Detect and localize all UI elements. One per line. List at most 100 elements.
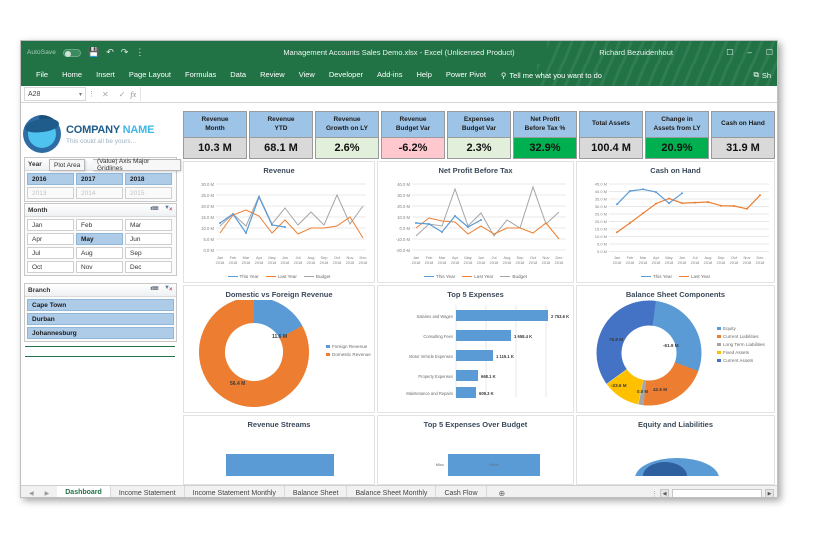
- scroll-grip-icon[interactable]: ⋮: [651, 490, 658, 498]
- slicer-item-cape-town[interactable]: Cape Town: [27, 299, 174, 311]
- ribbon-tab-data[interactable]: Data: [230, 70, 247, 79]
- slicer-item-jul[interactable]: Jul: [27, 247, 74, 259]
- next-sheet-icon[interactable]: ▶: [44, 491, 50, 497]
- slicer-item-2017[interactable]: 2017: [76, 173, 123, 185]
- slicer-item-feb[interactable]: Feb: [76, 219, 123, 231]
- slicer-item-2016[interactable]: 2016: [27, 173, 74, 185]
- minimize-icon[interactable]: –: [747, 48, 752, 57]
- chart-domestic-vs-foreign-revenue[interactable]: Domestic vs Foreign Revenue 11.6 M 56.4 …: [183, 285, 375, 413]
- chart-cash-on-hand[interactable]: Cash on Hand: [576, 161, 775, 283]
- ribbon-tab-home[interactable]: Home: [62, 70, 83, 79]
- formula-input[interactable]: [140, 87, 777, 101]
- ribbon-tab-view[interactable]: View: [298, 70, 315, 79]
- sheet-tab-dashboard[interactable]: Dashboard: [57, 486, 111, 497]
- ribbon-tab-power-pivot[interactable]: Power Pivot: [445, 70, 486, 79]
- multi-select-icon[interactable]: [150, 283, 159, 294]
- sheet-tab-income-statement[interactable]: Income Statement: [111, 486, 185, 497]
- redo-icon[interactable]: ↷: [120, 47, 129, 57]
- chart-top5-expenses-over-budget[interactable]: Top 5 Expenses Over Budget Misc Rent: [377, 415, 574, 485]
- slicer-item-jan[interactable]: Jan: [27, 219, 74, 231]
- ribbon-tabs[interactable]: File Home Insert Page Layout Formulas Da…: [21, 64, 777, 86]
- slicer-item-sep[interactable]: Sep: [125, 247, 172, 259]
- kpi-total-assets[interactable]: Total Assets 100.4 M: [579, 111, 643, 159]
- svg-text:Dec: Dec: [757, 255, 764, 260]
- clear-filter-icon[interactable]: [164, 285, 173, 294]
- chart-top5-expenses[interactable]: Top 5 Expenses: [377, 285, 574, 413]
- scroll-left-button[interactable]: ◀: [660, 488, 669, 497]
- slicer-item-jun[interactable]: Jun: [125, 233, 172, 245]
- sheet-tab-cash-flow[interactable]: Cash Flow: [436, 486, 487, 497]
- cancel-icon[interactable]: ✕: [102, 89, 109, 99]
- kpi-change-in-assets[interactable]: Change in Assets from LY 20.9%: [645, 111, 709, 159]
- slicer-year[interactable]: Year 2016 2017 2018 2013 2014 2015: [24, 157, 177, 202]
- horizontal-scrollbar[interactable]: ⋮ ◀ ▶: [651, 488, 774, 498]
- autosave-toggle[interactable]: [63, 48, 81, 57]
- ribbon-tab-file[interactable]: File: [36, 70, 49, 79]
- add-sheet-button[interactable]: ⊕: [498, 489, 506, 498]
- svg-text:Maintenance and Repairs: Maintenance and Repairs: [406, 391, 453, 396]
- insert-function-icon[interactable]: fx: [130, 89, 137, 99]
- sheet-tab-balance-sheet-monthly[interactable]: Balance Sheet Monthly: [347, 486, 437, 497]
- slicer-item-durban[interactable]: Durban: [27, 313, 174, 325]
- ribbon-tab-page-layout[interactable]: Page Layout: [128, 70, 171, 79]
- slicer-item-oct[interactable]: Oct: [27, 261, 74, 273]
- slicer-item-2013[interactable]: 2013: [27, 187, 74, 199]
- scroll-track[interactable]: [672, 488, 762, 497]
- svg-text:1 115.1 K: 1 115.1 K: [496, 354, 514, 359]
- window-buttons[interactable]: ☐ – ☐: [726, 41, 773, 64]
- chevron-down-icon[interactable]: ▾: [78, 91, 82, 98]
- prev-sheet-icon[interactable]: ◀: [29, 491, 34, 497]
- slicer-item-nov[interactable]: Nov: [76, 261, 123, 273]
- kpi-expenses-budget-var[interactable]: Expenses Budget Var 2.3%: [447, 111, 511, 159]
- tell-me-box[interactable]: ⚲ Tell me what you want to do: [501, 71, 602, 80]
- ribbon-tab-help[interactable]: Help: [416, 70, 432, 79]
- slicer-item-aug[interactable]: Aug: [76, 247, 123, 259]
- confirm-icon[interactable]: ✓: [118, 89, 126, 99]
- customize-qat-icon[interactable]: ⋮: [135, 47, 145, 57]
- name-box[interactable]: A28 ▾: [24, 87, 86, 101]
- svg-text:2018: 2018: [529, 260, 538, 265]
- kpi-revenue-growth-on-ly[interactable]: Revenue Growth on LY 2.6%: [315, 111, 379, 159]
- restore-icon[interactable]: ☐: [765, 48, 773, 57]
- sheet-nav-arrows[interactable]: ◀ ▶: [21, 490, 57, 497]
- kpi-net-profit-before-tax[interactable]: Net Profit Before Tax % 32.9%: [513, 111, 577, 159]
- slicer-item-johannesburg[interactable]: Johannesburg: [27, 327, 174, 339]
- kpi-revenue-budget-var[interactable]: Revenue Budget Var -6.2%: [381, 111, 445, 159]
- undo-icon[interactable]: ↶: [106, 47, 114, 57]
- quick-access-toolbar[interactable]: AutoSave 💾 ↶ ↷ ⋮: [27, 41, 144, 64]
- chart-equity-and-liabilities[interactable]: Equity and Liabilities: [576, 415, 775, 485]
- share-button[interactable]: ⧉ Sh: [753, 70, 771, 80]
- ribbon-tab-developer[interactable]: Developer: [328, 70, 364, 79]
- ribbon-tab-insert[interactable]: Insert: [96, 70, 115, 79]
- ribbon-display-icon[interactable]: ☐: [726, 48, 734, 57]
- ribbon-tab-review[interactable]: Review: [260, 70, 285, 79]
- ribbon-tab-addins[interactable]: Add-ins: [377, 70, 403, 79]
- clear-filter-icon[interactable]: [164, 205, 173, 214]
- chart-balance-sheet-components[interactable]: Balance Sheet Components -61.9 M 76.8 M …: [576, 285, 775, 413]
- slicer-branch[interactable]: Branch Cape Town Durban Johannesburg: [24, 283, 177, 342]
- chart-revenue-streams[interactable]: Revenue Streams: [183, 415, 375, 485]
- save-icon[interactable]: 💾: [88, 47, 100, 57]
- user-account[interactable]: Richard Bezuidenhout: [599, 48, 673, 57]
- slicer-item-may[interactable]: May: [76, 233, 123, 245]
- slicer-month[interactable]: Month Jan Feb Mar Apr May Jun Jul: [24, 203, 177, 276]
- slicer-item-mar[interactable]: Mar: [125, 219, 172, 231]
- multi-select-icon[interactable]: [150, 203, 159, 214]
- scroll-right-button[interactable]: ▶: [765, 488, 774, 497]
- ribbon-tab-formulas[interactable]: Formulas: [185, 70, 217, 79]
- slicer-item-2015[interactable]: 2015: [125, 187, 172, 199]
- slicer-item-apr[interactable]: Apr: [27, 233, 74, 245]
- kpi-revenue-ytd[interactable]: Revenue YTD 68.1 M: [249, 111, 313, 159]
- chart-net-profit-before-tax[interactable]: Net Profit Before Tax 40.0 M 30.: [377, 161, 574, 283]
- chart-revenue[interactable]: Revenue 30.0 M 25.0 M: [183, 161, 375, 283]
- sheet-tab-income-statement-monthly[interactable]: Income Statement Monthly: [185, 486, 285, 497]
- slicer-item-2018[interactable]: 2018: [125, 173, 172, 185]
- kpi-revenue-month[interactable]: Revenue Month 10.3 M: [183, 111, 247, 159]
- kpi-cash-on-hand[interactable]: Cash on Hand 31.9 M: [711, 111, 775, 159]
- svg-text:0.0 M: 0.0 M: [400, 226, 411, 231]
- slicer-item-2014[interactable]: 2014: [76, 187, 123, 199]
- legend-item: This Year: [436, 274, 456, 279]
- sheet-tab-balance-sheet[interactable]: Balance Sheet: [285, 486, 348, 497]
- slicer-item-dec[interactable]: Dec: [125, 261, 172, 273]
